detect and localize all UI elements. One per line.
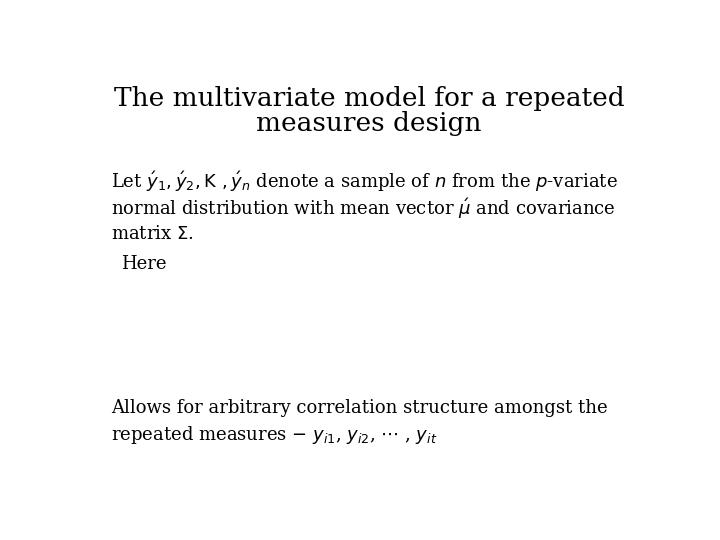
Text: measures design: measures design (256, 111, 482, 136)
Text: Here: Here (121, 255, 166, 273)
Text: normal distribution with mean vector $\acute{\mu}$ and covariance: normal distribution with mean vector $\a… (111, 196, 616, 221)
Text: matrix $\Sigma$.: matrix $\Sigma$. (111, 225, 194, 244)
Text: Allows for arbitrary correlation structure amongst the: Allows for arbitrary correlation structu… (111, 399, 608, 417)
Text: Let $\acute{y}_1, \acute{y}_2,\mathrm{K}\ , \acute{y}_n$ denote a sample of $n$ : Let $\acute{y}_1, \acute{y}_2,\mathrm{K}… (111, 169, 618, 194)
Text: repeated measures $-$ $y_{i1}$, $y_{i2}$, $\cdots$ , $y_{it}$: repeated measures $-$ $y_{i1}$, $y_{i2}$… (111, 424, 438, 446)
Text: The multivariate model for a repeated: The multivariate model for a repeated (114, 85, 624, 111)
